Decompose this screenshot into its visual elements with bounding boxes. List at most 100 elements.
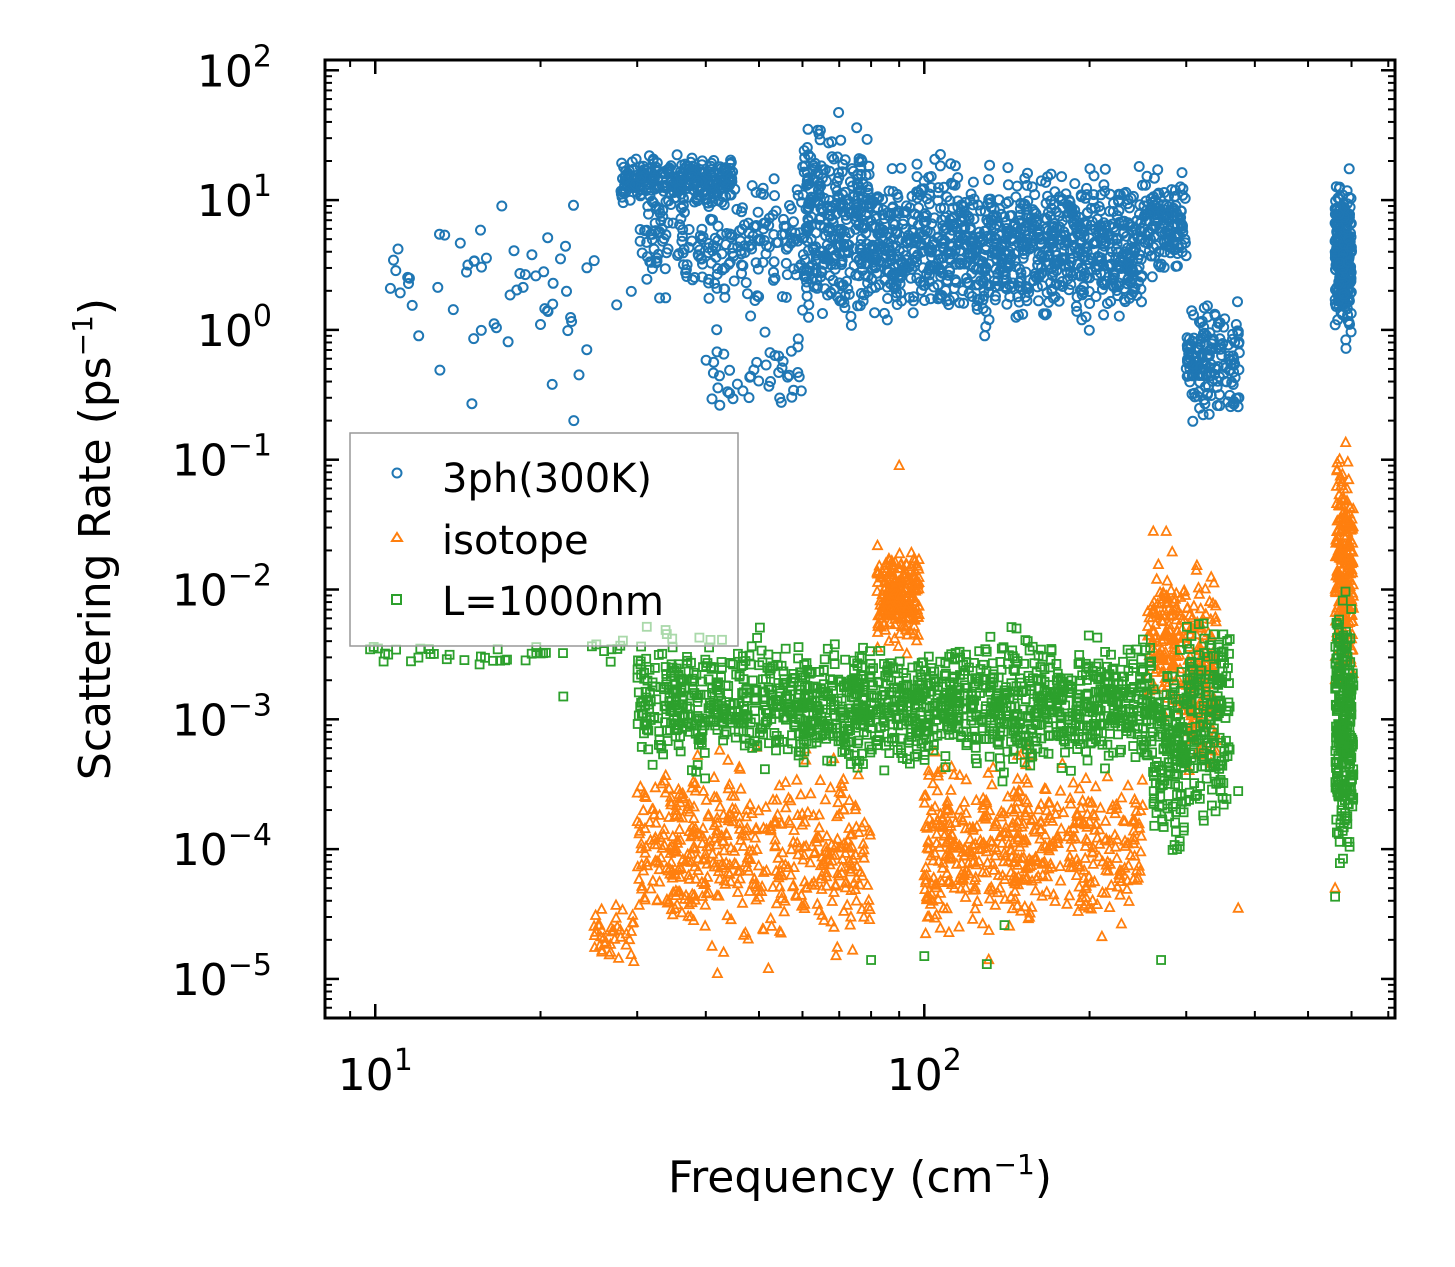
point-circle (999, 248, 1011, 260)
point-circle (526, 249, 538, 261)
point-circle (936, 214, 948, 226)
point-circle (675, 172, 687, 183)
point-circle (542, 232, 554, 244)
point-circle (964, 195, 976, 206)
point-circle (832, 240, 844, 252)
point-circle (703, 277, 715, 289)
point-circle (714, 399, 726, 411)
point-circle (839, 302, 851, 314)
point-circle (659, 263, 671, 275)
point-circle (752, 234, 764, 246)
point-circle (1081, 246, 1093, 258)
point-circle (776, 362, 788, 374)
point-circle (979, 206, 991, 218)
point-circle (809, 157, 821, 169)
point-circle (921, 210, 932, 221)
point-circle (983, 286, 995, 298)
point-circle (1012, 309, 1024, 321)
point-circle (999, 265, 1010, 277)
point-circle (948, 291, 960, 303)
point-circle (560, 240, 571, 252)
point-circle (844, 208, 856, 220)
point-circle (798, 265, 810, 276)
point-circle (562, 325, 574, 337)
point-circle (792, 341, 804, 353)
point-circle (434, 364, 446, 376)
point-circle (1109, 226, 1121, 238)
point-circle (827, 274, 839, 286)
point-circle (641, 224, 653, 236)
point-circle (881, 314, 893, 326)
point-circle (388, 254, 399, 266)
point-circle (848, 243, 860, 255)
point-circle (823, 137, 835, 149)
point-circle (403, 272, 415, 284)
point-circle (925, 182, 937, 193)
point-circle (736, 268, 747, 279)
point-circle (696, 271, 708, 283)
point-circle (979, 330, 991, 342)
point-circle (763, 380, 775, 392)
point-circle (882, 207, 894, 219)
point-circle (1063, 194, 1075, 206)
point-circle (1016, 217, 1028, 229)
point-circle (1089, 202, 1101, 214)
point-circle (744, 371, 756, 383)
point-circle (951, 217, 963, 229)
point-circle (929, 261, 941, 273)
point-circle (697, 258, 708, 270)
point-circle (949, 245, 961, 256)
point-circle (746, 180, 758, 192)
point-circle (1018, 248, 1030, 260)
point-circle (927, 236, 939, 248)
point-circle (588, 255, 600, 267)
point-circle (705, 214, 717, 226)
point-circle (657, 235, 669, 247)
point-circle (1003, 196, 1014, 208)
point-circle (643, 208, 654, 220)
data-points (365, 107, 1360, 978)
point-circle (919, 295, 930, 306)
point-circle (918, 216, 930, 228)
point-circle (869, 307, 881, 319)
point-circle (1045, 195, 1057, 207)
point-circle (732, 241, 744, 253)
point-circle (786, 391, 798, 403)
point-circle (889, 219, 901, 231)
point-circle (581, 344, 593, 356)
point-circle (731, 378, 743, 390)
point-circle (1133, 161, 1145, 172)
point-circle (675, 213, 687, 225)
point-circle (619, 175, 631, 187)
point-circle (915, 237, 927, 249)
point-circle (620, 186, 632, 198)
point-circle (758, 223, 769, 235)
point-circle (866, 273, 878, 285)
point-circle (706, 393, 718, 405)
point-circle (662, 243, 674, 255)
point-circle (868, 250, 880, 262)
point-circle (743, 392, 755, 404)
point-circle (508, 245, 520, 257)
point-circle (1056, 171, 1068, 183)
point-circle (801, 179, 813, 191)
point-circle (1107, 268, 1119, 280)
point-circle (1037, 280, 1048, 292)
point-circle (797, 304, 809, 316)
point-circle (461, 266, 472, 278)
point-circle (650, 161, 661, 173)
point-circle (727, 393, 739, 405)
point-circle (890, 225, 902, 237)
point-circle (1050, 246, 1061, 258)
point-circle (913, 202, 924, 214)
point-circle (801, 276, 813, 288)
point-circle (712, 382, 724, 394)
point-circle (709, 166, 721, 178)
point-circle (710, 251, 722, 263)
point-circle (555, 253, 566, 265)
point-circle (802, 203, 814, 215)
point-circle (1081, 182, 1093, 194)
point-circle (833, 107, 845, 118)
point-circle (785, 203, 797, 215)
point-circle (739, 240, 751, 252)
